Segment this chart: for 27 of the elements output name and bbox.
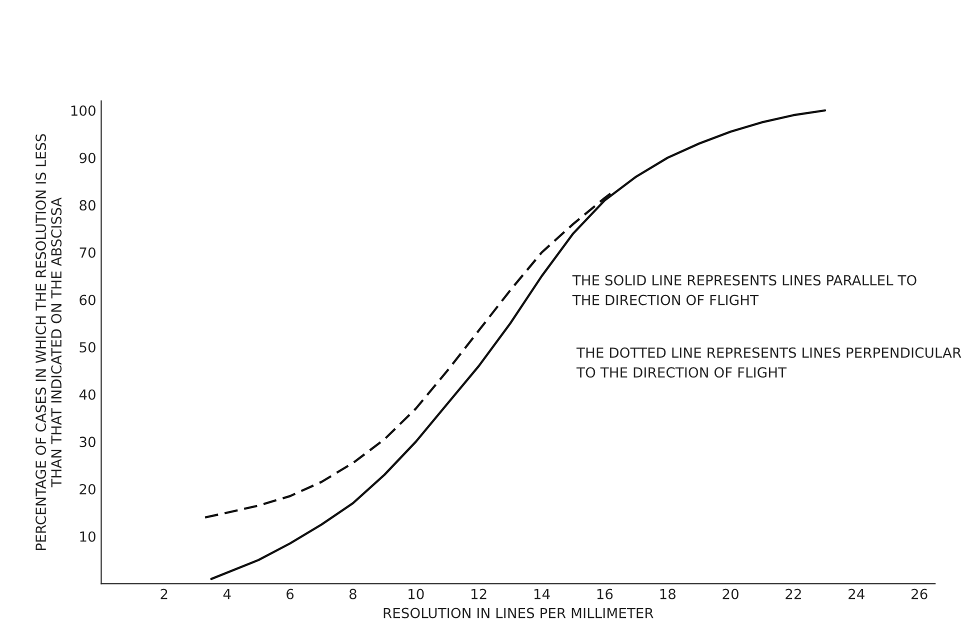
x-tick-label: 22: [786, 588, 801, 600]
y-tick-label: 80: [80, 200, 96, 211]
y-tick-label: 40: [79, 389, 96, 400]
y-tick-label: 30: [80, 436, 96, 448]
annotation: THE SOLID LINE REPRESENTS LINES PARALLEL TO THE DIRECTION OF FLIGHT: [572, 274, 916, 306]
x-tick-label: 18: [660, 588, 676, 600]
x-tick-label: 26: [912, 588, 928, 600]
x-tick-label: 16: [597, 588, 613, 600]
annotation: THE DOTTED LINE REPRESENTS LINES PERPENDICULAR TO THE DIRECTION OF FLIGHT: [576, 347, 962, 378]
y-tick-label: 20: [80, 484, 96, 494]
x-tick-label: 24: [848, 588, 864, 600]
x-tick-label: 10: [408, 588, 424, 600]
x-tick-label: 6: [286, 588, 294, 600]
x-tick-label: 14: [534, 588, 550, 600]
y-axis-title: PERCENTAGE OF CASES IN WHICH THE RESOLUTION IS LESS THAN THAT INDICATED ON THE ABSCISSA: [36, 134, 62, 550]
y-tick-label: 70: [80, 247, 96, 258]
x-tick-label: 20: [722, 588, 738, 600]
x-tick-label: 2: [160, 588, 168, 600]
y-tick-label: 10: [80, 531, 96, 542]
y-tick-label: 90: [80, 152, 96, 164]
y-tick-label: 100: [71, 105, 96, 116]
x-tick-label: 12: [472, 588, 486, 600]
y-tick-label: 60: [80, 294, 96, 306]
x-axis-title: RESOLUTION IN LINES PER MILLIMETER: [384, 608, 654, 618]
y-tick-label: 50: [80, 342, 96, 353]
x-tick-label: 8: [349, 588, 356, 600]
x-tick-label: 4: [223, 588, 231, 600]
